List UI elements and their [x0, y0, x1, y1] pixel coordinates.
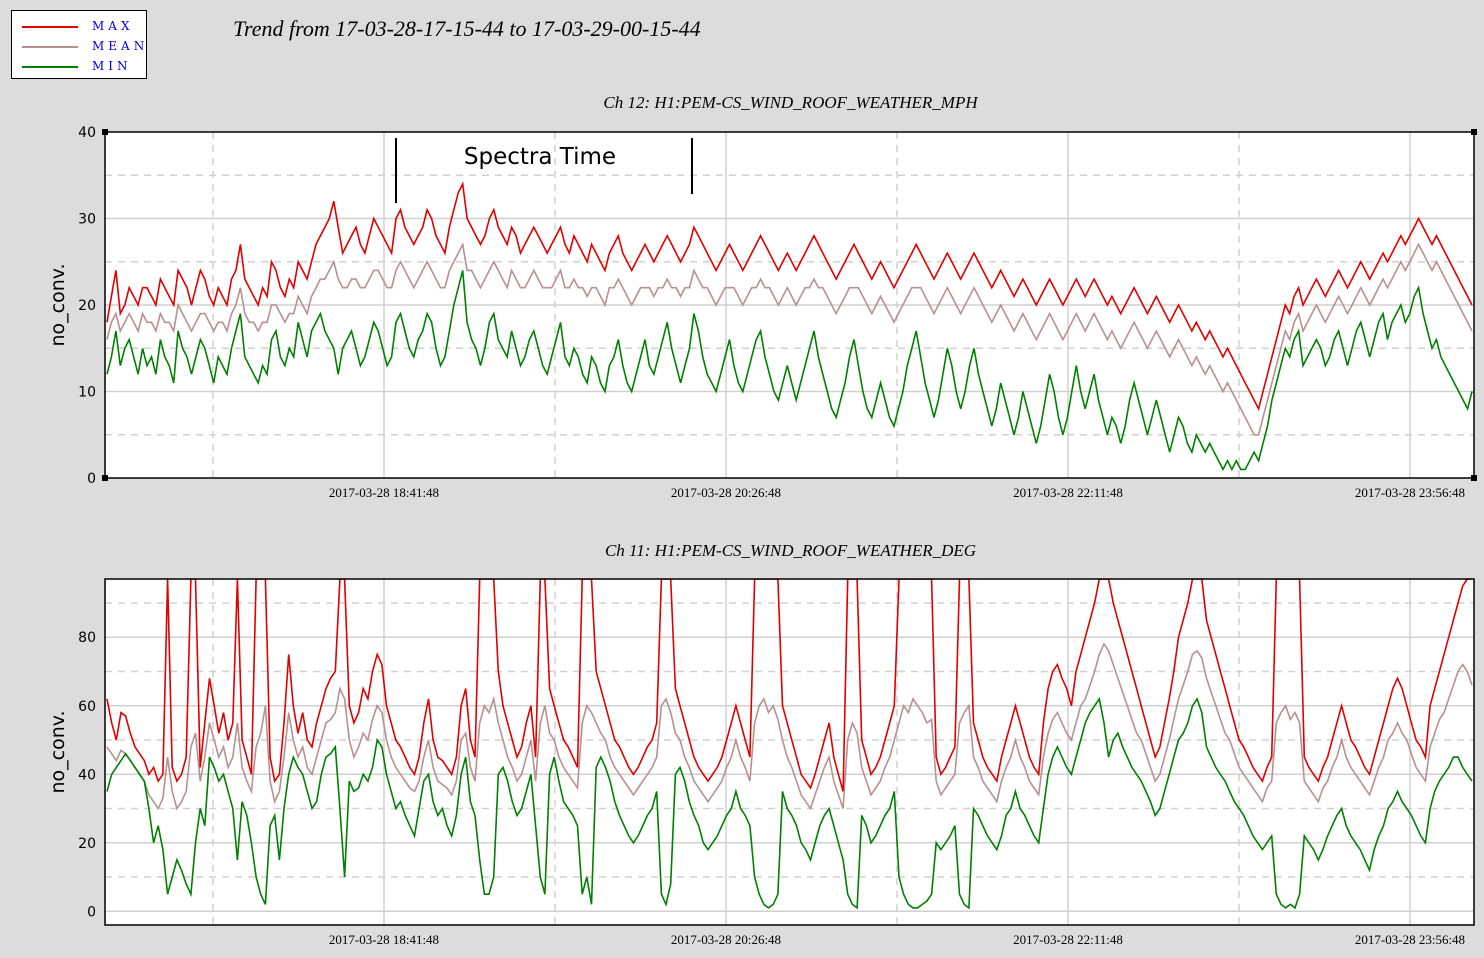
- y-tick-label: 20: [78, 298, 96, 314]
- series-line-max: [106, 579, 1472, 792]
- series-line-mean: [106, 642, 1473, 811]
- legend-swatch-min: [22, 66, 78, 68]
- y-tick-label: 10: [78, 385, 96, 401]
- x-tick-label: 2017-03-28 23:56:48: [1355, 932, 1465, 947]
- legend-swatch-mean: [22, 46, 78, 48]
- plot-area: [105, 579, 1474, 925]
- legend-label-min: MIN: [92, 59, 132, 73]
- y-tick-label: 20: [78, 836, 96, 852]
- series-line-mean: [106, 241, 1473, 436]
- x-tick-label: 2017-03-28 22:11:48: [1013, 485, 1123, 500]
- legend-item-max: MAX: [22, 19, 142, 35]
- annotation-label: Spectra Time: [464, 144, 616, 170]
- y-tick-label: 80: [78, 630, 96, 646]
- y-tick-label: 40: [78, 767, 96, 783]
- series-line-min: [106, 270, 1473, 472]
- frame-corner-marker: [102, 129, 108, 135]
- legend-item-min: MIN: [22, 59, 142, 75]
- x-tick-label: 2017-03-28 20:26:48: [671, 932, 781, 947]
- frame-corner-marker: [102, 475, 108, 481]
- frame-corner-marker: [1471, 129, 1477, 135]
- legend-item-mean: MEAN: [22, 39, 144, 55]
- x-tick-label: 2017-03-28 18:41:48: [329, 932, 439, 947]
- trend-title: Trend from 17-03-28-17-15-44 to 17-03-29…: [233, 16, 701, 41]
- x-tick-label: 2017-03-28 18:41:48: [329, 485, 439, 500]
- y-axis-label: no_conv.: [47, 263, 69, 346]
- y-axis-label: no_conv.: [47, 710, 69, 793]
- y-tick-label: 40: [78, 125, 96, 141]
- plot-frame: [104, 131, 1475, 479]
- legend-label-mean: MEAN: [92, 39, 149, 53]
- chart-panel-2: 0 20 40 60 80 2017-03-28 18:41:48 2017-03-28 2…: [47, 541, 1475, 947]
- chart-title: Ch 12: H1:PEM-CS_WIND_ROOF_WEATHER_MPH: [603, 93, 979, 112]
- chart-panel-1: 0 10 20 30 40 2017-03-28 18:41:48 2017-03-28 2…: [47, 93, 1477, 500]
- frame-corner-marker: [1471, 475, 1477, 481]
- y-tick-label: 60: [78, 699, 96, 715]
- y-tick-label: 0: [87, 904, 96, 920]
- legend-label-max: MAX: [92, 19, 134, 33]
- series-line-min: [106, 696, 1473, 910]
- legend-swatch-max: [22, 26, 78, 28]
- x-tick-label: 2017-03-28 22:11:48: [1013, 932, 1123, 947]
- legend: MAX MEAN MIN: [11, 10, 147, 79]
- y-tick-label: 0: [87, 471, 96, 487]
- x-tick-label: 2017-03-28 20:26:48: [671, 485, 781, 500]
- series-line-max: [106, 181, 1473, 412]
- x-tick-label: 2017-03-28 23:56:48: [1355, 485, 1465, 500]
- chart-title: Ch 11: H1:PEM-CS_WIND_ROOF_WEATHER_DEG: [605, 541, 976, 560]
- plot-frame: [104, 578, 1475, 926]
- y-tick-label: 30: [78, 212, 96, 228]
